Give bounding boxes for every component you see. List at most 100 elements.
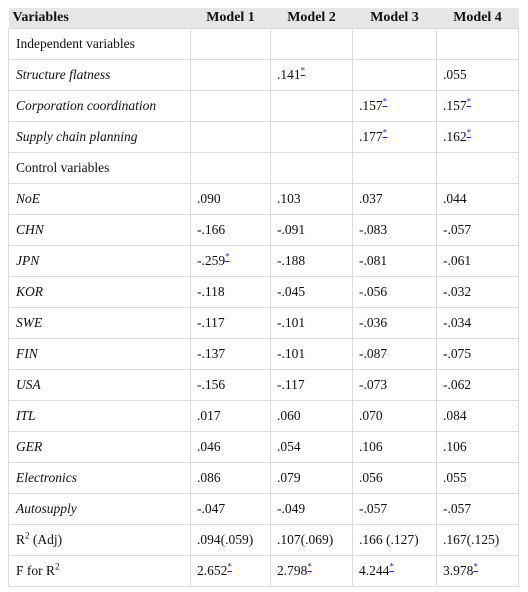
column-header: Model 1 — [190, 8, 271, 29]
row-label: Control variables — [8, 152, 191, 184]
row-label: NoE — [8, 183, 191, 215]
table-row: USA -.156 -.117 -.073 -.062 — [8, 369, 519, 401]
superscript: 2 — [55, 561, 60, 572]
value-cell: -.057 — [436, 214, 519, 246]
table-row: Supply chain planning .177* .162* — [8, 121, 519, 153]
row-label: Electronics — [8, 462, 191, 494]
value-cell: .086 — [190, 462, 271, 494]
value-text: .157 — [359, 98, 383, 113]
value-cell: .046 — [190, 431, 271, 463]
footnote-link[interactable]: * — [389, 561, 394, 572]
value-text: 3.978 — [443, 563, 474, 578]
footnote-link[interactable]: * — [307, 561, 312, 572]
value-cell: .079 — [270, 462, 353, 494]
value-cell: -.083 — [352, 214, 437, 246]
table-row: NoE .090.103.037.044 — [8, 183, 519, 215]
table-row: R2 (Adj) .094(.059) .107(.069) .166 (.127).… — [8, 524, 519, 556]
value-cell: .166 (.127) — [352, 524, 437, 556]
value-cell: .054 — [270, 431, 353, 463]
value-cell: -.081 — [352, 245, 437, 277]
value-text: .141 — [277, 67, 301, 82]
table-row: Electronics .086.079.056.055 — [8, 462, 519, 494]
value-cell: .055 — [436, 462, 519, 494]
value-cell: -.062 — [436, 369, 519, 401]
empty-cell — [352, 152, 437, 184]
value-cell: -.036 — [352, 307, 437, 339]
value-cell: .084 — [436, 400, 519, 432]
superscript: 2 — [25, 530, 30, 541]
table-row: Autosupply -.047 -.049 -.057 -.057 — [8, 493, 519, 525]
header-row: Variables Model 1 Model 2 Model 3 Model 4 — [8, 8, 519, 29]
label-text: (Adj) — [29, 532, 63, 547]
footnote-link[interactable]: * — [466, 127, 472, 138]
footnote-link[interactable]: * — [473, 561, 478, 572]
empty-cell — [190, 90, 271, 122]
row-label: JPN — [8, 245, 191, 277]
footnote-marker: * — [467, 128, 472, 138]
value-cell: .037 — [352, 183, 437, 215]
value-cell: -.166 — [190, 214, 271, 246]
table-body: Independent variables Structure flatness.… — [8, 28, 519, 587]
value-cell: .056 — [352, 462, 437, 494]
value-cell: -.091 — [270, 214, 353, 246]
value-cell: .017 — [190, 400, 271, 432]
column-header: Variables — [8, 8, 191, 29]
value-cell: .157* — [352, 90, 437, 122]
footnote-link[interactable]: * — [225, 251, 230, 262]
value-cell: .070 — [352, 400, 437, 432]
label-text: F for R — [16, 563, 56, 578]
value-cell: 4.244* — [352, 555, 437, 587]
value-text: .177 — [359, 129, 383, 144]
row-label: KOR — [8, 276, 191, 308]
table-row: Control variables — [8, 152, 519, 184]
row-label: GER — [8, 431, 191, 463]
empty-cell — [190, 28, 271, 60]
table-row: SWE -.117 -.101 -.036 -.034 — [8, 307, 519, 339]
value-cell: -.034 — [436, 307, 519, 339]
value-cell: -.087 — [352, 338, 437, 370]
footnote-link[interactable]: * — [227, 561, 232, 572]
value-cell: -.045 — [270, 276, 353, 308]
value-cell: -.156 — [190, 369, 271, 401]
footnote-link[interactable]: * — [466, 96, 472, 107]
row-label: R2 (Adj) — [8, 524, 191, 556]
table-row: F for R2 2.652* 2.798* 4.244* 3.978* — [8, 555, 519, 587]
footnote-link[interactable]: * — [382, 96, 388, 107]
value-cell: -.047 — [190, 493, 271, 525]
value-text: 2.652 — [197, 563, 228, 578]
value-cell: -.032 — [436, 276, 519, 308]
value-cell: .167(.125) — [436, 524, 519, 556]
value-cell: .106 — [436, 431, 519, 463]
value-cell: .141* — [270, 59, 353, 91]
value-cell: -.049 — [270, 493, 353, 525]
row-label: Supply chain planning — [8, 121, 191, 153]
value-text: 2.798 — [277, 563, 308, 578]
value-cell: .157* — [436, 90, 519, 122]
value-cell: -.101 — [270, 338, 353, 370]
label-text: R — [16, 532, 26, 547]
column-header: Model 2 — [270, 8, 353, 29]
value-cell: 2.652* — [190, 555, 271, 587]
value-cell: -.073 — [352, 369, 437, 401]
value-cell: .162* — [436, 121, 519, 153]
footnote-marker: * — [225, 252, 230, 262]
value-cell: -.117 — [190, 307, 271, 339]
row-label: Independent variables — [8, 28, 191, 60]
value-text: -.259 — [197, 253, 226, 268]
value-text: .162 — [443, 129, 467, 144]
footnote-marker: * — [383, 128, 388, 138]
footnote-link[interactable]: * — [382, 127, 388, 138]
table-row: KOR -.118 -.045 -.056 -.032 — [8, 276, 519, 308]
row-label: Structure flatness — [8, 59, 191, 91]
value-cell: .090 — [190, 183, 271, 215]
footnote-link[interactable]: * — [300, 65, 306, 76]
footnote-marker: * — [301, 66, 306, 76]
empty-cell — [270, 28, 353, 60]
value-cell: .060 — [270, 400, 353, 432]
empty-cell — [270, 152, 353, 184]
footnote-marker: * — [307, 562, 312, 572]
table-row: GER .046.054.106.106 — [8, 431, 519, 463]
empty-cell — [352, 59, 437, 91]
row-label: Corporation coordination — [8, 90, 191, 122]
row-label: CHN — [8, 214, 191, 246]
